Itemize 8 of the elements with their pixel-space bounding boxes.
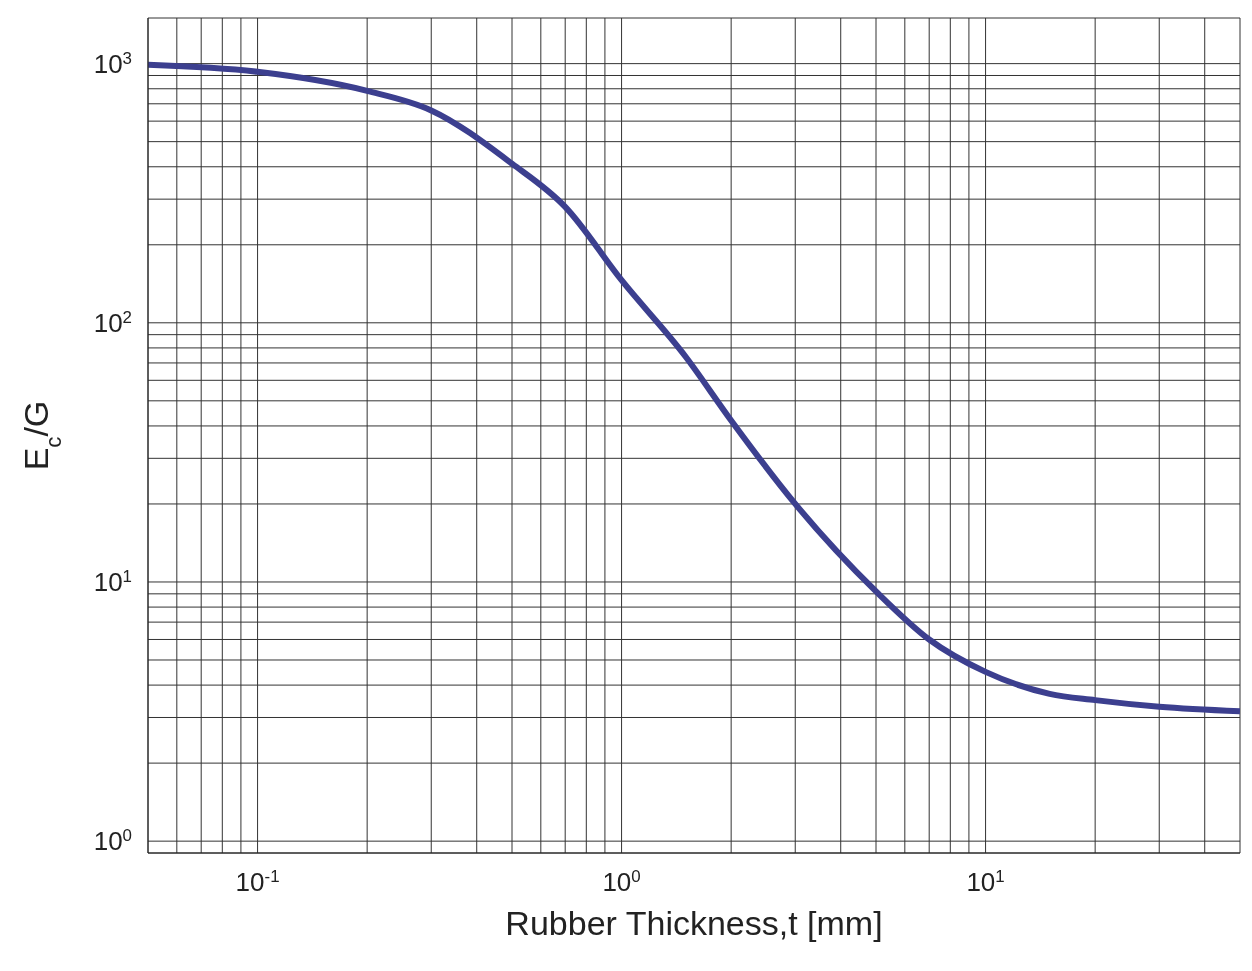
y-tick-label: 10$^{1}$ [93,566,132,597]
x-tick-label: 10$^{-1}$ [235,866,280,897]
y-tick-label: 10$^{0}$ [93,825,132,857]
y-tick-label: 10$^{2}$ [93,307,132,338]
x-tick-label: 10$^{1}$ [966,866,1005,897]
x-axis-title: Rubber Thickness,t [mm] [505,904,883,942]
y-tick-label: 10$^{3}$ [93,48,132,79]
x-tick-label: 10$^{0}$ [602,866,641,897]
